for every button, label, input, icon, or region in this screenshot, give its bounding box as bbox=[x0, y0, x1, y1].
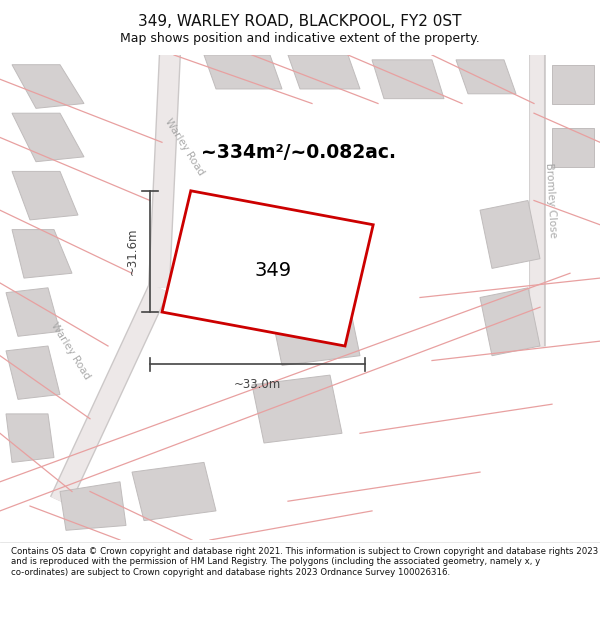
Polygon shape bbox=[252, 375, 342, 443]
Polygon shape bbox=[204, 55, 282, 89]
Polygon shape bbox=[552, 127, 594, 166]
Text: 349, WARLEY ROAD, BLACKPOOL, FY2 0ST: 349, WARLEY ROAD, BLACKPOOL, FY2 0ST bbox=[138, 14, 462, 29]
Text: Warley Road: Warley Road bbox=[163, 117, 206, 178]
Polygon shape bbox=[60, 482, 126, 530]
Polygon shape bbox=[552, 65, 594, 104]
Polygon shape bbox=[12, 229, 72, 278]
Polygon shape bbox=[372, 60, 444, 99]
Text: 349: 349 bbox=[254, 261, 292, 281]
Text: ~31.6m: ~31.6m bbox=[126, 228, 139, 275]
Text: Warley Road: Warley Road bbox=[49, 321, 92, 381]
Polygon shape bbox=[456, 60, 516, 94]
Polygon shape bbox=[12, 65, 84, 108]
Polygon shape bbox=[162, 191, 373, 346]
Polygon shape bbox=[12, 113, 84, 162]
Text: Bromley Close: Bromley Close bbox=[544, 162, 558, 238]
Polygon shape bbox=[132, 462, 216, 521]
Polygon shape bbox=[288, 55, 360, 89]
Polygon shape bbox=[12, 171, 78, 220]
Polygon shape bbox=[480, 201, 540, 268]
Polygon shape bbox=[6, 288, 60, 336]
Text: ~334m²/~0.082ac.: ~334m²/~0.082ac. bbox=[201, 142, 396, 161]
Polygon shape bbox=[480, 288, 540, 356]
Text: ~33.0m: ~33.0m bbox=[234, 378, 281, 391]
Text: Map shows position and indicative extent of the property.: Map shows position and indicative extent… bbox=[120, 32, 480, 45]
Polygon shape bbox=[6, 414, 54, 462]
Polygon shape bbox=[270, 298, 360, 366]
Polygon shape bbox=[6, 346, 60, 399]
Text: Contains OS data © Crown copyright and database right 2021. This information is : Contains OS data © Crown copyright and d… bbox=[11, 547, 598, 577]
